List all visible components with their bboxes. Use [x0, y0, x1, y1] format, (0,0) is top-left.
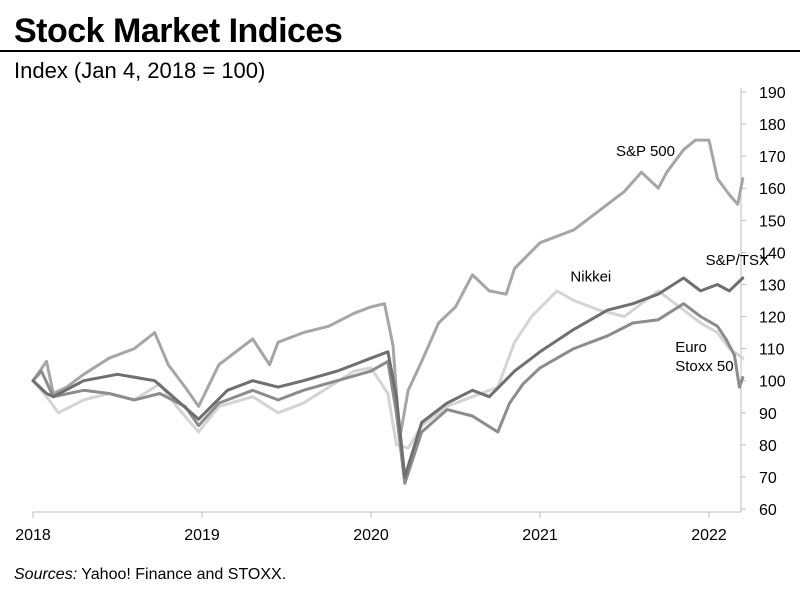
series-label: S&P/TSX — [706, 252, 769, 269]
chart-annotations: S&P 500 S&P/TSX Nikkei Euro Stoxx 50 — [570, 143, 769, 375]
y-tick-label: 90 — [759, 406, 777, 423]
series-line-nikkei — [31, 289, 745, 450]
y-tick-label: 140 — [759, 245, 786, 262]
x-tick-label: 2020 — [353, 527, 389, 544]
source-prefix: Sources: — [14, 566, 78, 583]
series-line-s-p-500 — [31, 138, 745, 440]
y-tick-label: 70 — [759, 470, 777, 487]
y-tick-label: 80 — [759, 438, 777, 455]
y-tick-label: 180 — [759, 117, 786, 134]
y-tick-label: 110 — [759, 342, 785, 359]
y-tick-label: 60 — [759, 502, 777, 519]
y-tick-label: 120 — [759, 310, 786, 327]
y-tick-label: 100 — [759, 374, 786, 391]
chart-title: Stock Market Indices — [14, 12, 343, 50]
series-label: Euro — [675, 339, 707, 356]
series-label: S&P 500 — [616, 143, 675, 160]
x-tick-label: 2021 — [522, 527, 558, 544]
chart-axes: 60 70 80 90 100 110 120 130 140 150 160 170 180 190 20… — [15, 85, 786, 544]
chart-series — [31, 138, 745, 485]
x-tick-label: 2022 — [691, 527, 727, 544]
series-line-s-p-tsx — [31, 276, 745, 479]
y-tick-label: 150 — [759, 213, 786, 230]
x-tick-label: 2019 — [184, 527, 220, 544]
y-tick-label: 190 — [759, 85, 786, 102]
series-label: Nikkei — [570, 268, 611, 285]
x-tick-label: 2018 — [15, 527, 51, 544]
y-tick-label: 130 — [759, 277, 786, 294]
source-note: Sources: Yahoo! Finance and STOXX. — [14, 566, 286, 584]
series-line-euro-stoxx-50 — [31, 302, 745, 485]
y-tick-label: 170 — [759, 149, 786, 166]
series-label: Stoxx 50 — [675, 358, 733, 375]
title-divider — [0, 50, 800, 52]
y-tick-label: 160 — [759, 181, 786, 198]
source-text: Yahoo! Finance and STOXX. — [77, 566, 287, 583]
chart-subtitle: Index (Jan 4, 2018 = 100) — [14, 58, 266, 83]
